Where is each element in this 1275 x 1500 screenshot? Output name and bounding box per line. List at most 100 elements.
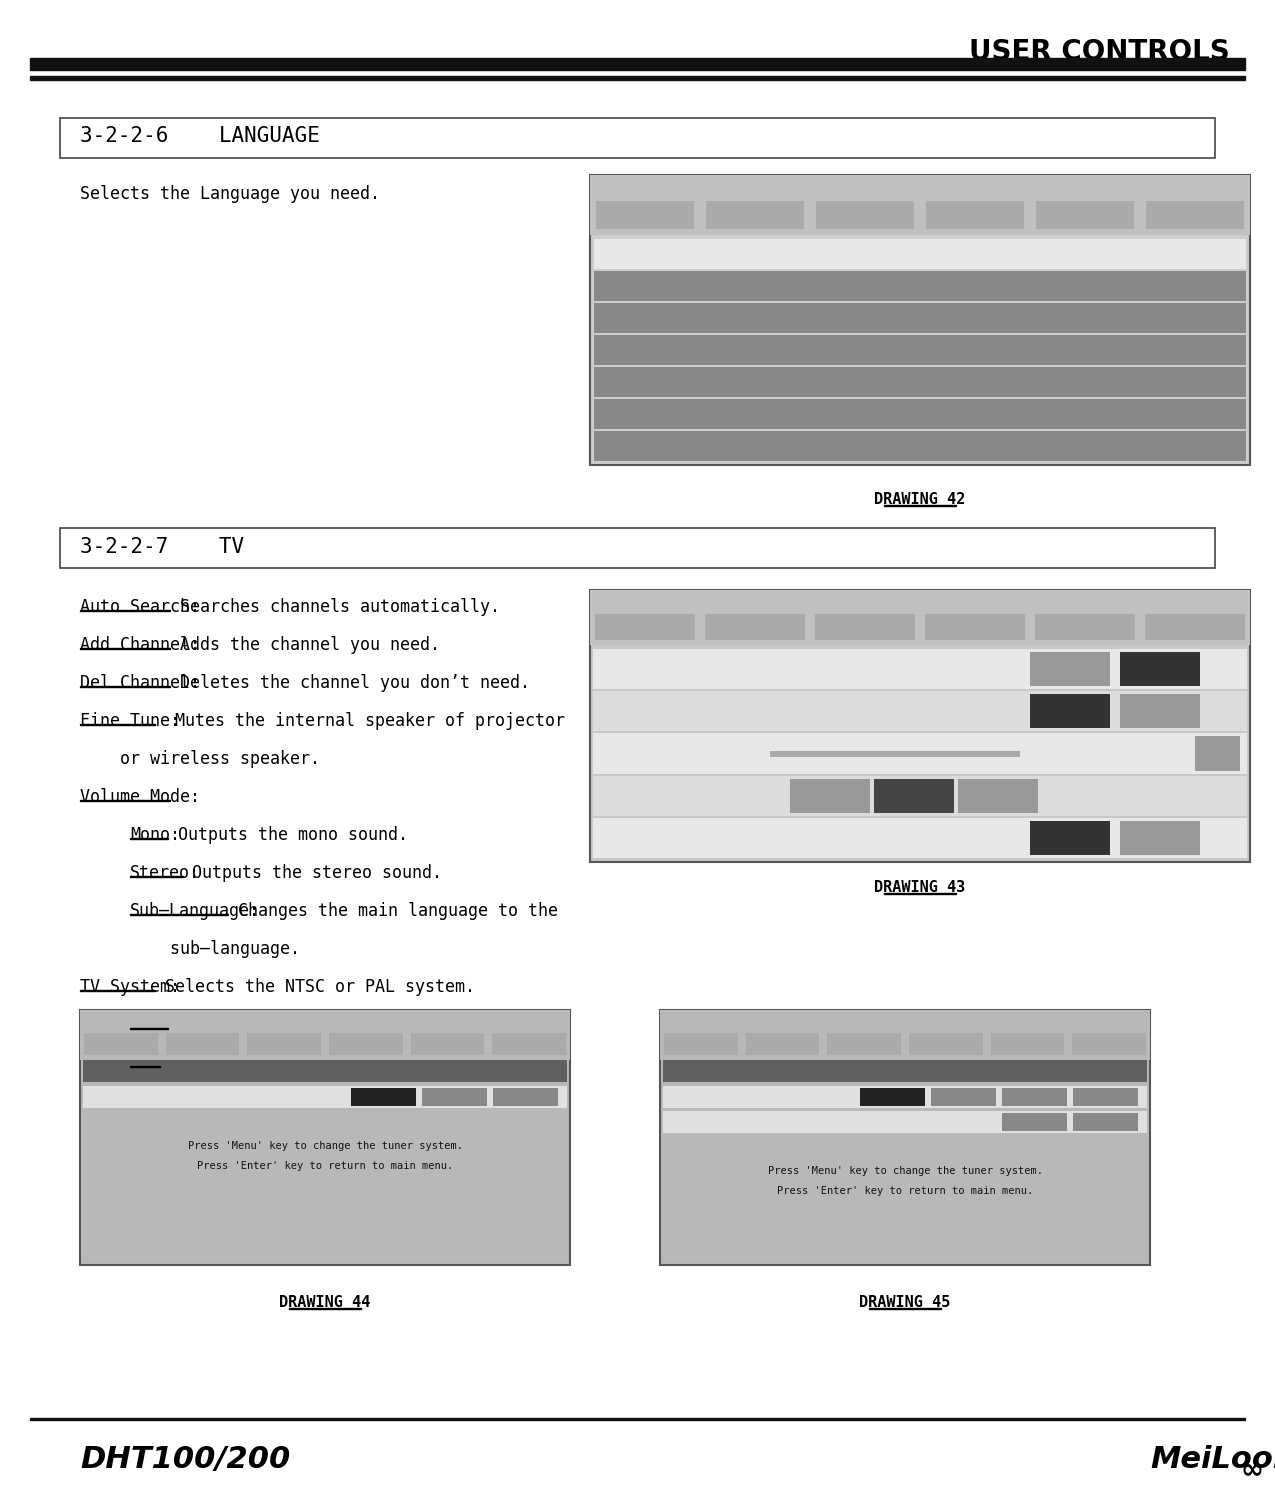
Bar [815,614,915,640]
Bar [493,1088,558,1106]
Text: Add: Add [1150,706,1169,717]
Text: Language: Language [1062,628,1107,638]
Bar [663,1112,1148,1132]
Text: NTSC System Setting: NTSC System Setting [254,1065,397,1077]
Bar [595,614,695,640]
Text: Language: Language [1009,1046,1047,1054]
Text: System: System [352,1046,380,1054]
Text: Image: Image [108,1046,133,1054]
Text: Display: Display [738,216,771,225]
Text: DRAWING 43: DRAWING 43 [875,880,965,896]
Text: 3-2-2-7    TV: 3-2-2-7 TV [80,537,244,556]
Bar [590,176,1250,236]
Bar [991,1034,1065,1054]
Text: DRAWING 44: DRAWING 44 [279,1294,371,1310]
Bar [83,1086,567,1108]
Bar [590,590,1250,862]
Bar [660,1010,1150,1060]
Bar [594,368,1246,398]
Bar [593,734,1247,774]
Text: Searches channels automatically.: Searches channels automatically. [170,598,500,616]
Bar [926,201,1024,229]
Text: Deutsch: Deutsch [892,279,949,292]
Text: Audio: Audio [852,216,878,225]
Text: Mutes the internal speaker of projector: Mutes the internal speaker of projector [156,712,565,730]
Bar [590,590,1250,645]
Text: 3-2-2-6    LANGUAGE: 3-2-2-6 LANGUAGE [80,126,320,146]
Bar [873,778,954,813]
Text: Language: Language [428,1046,467,1054]
Text: TV System: TV System [601,833,660,843]
Text: Audio: Audio [273,1046,295,1054]
Bar [492,1034,566,1054]
Text: Del: Del [1061,706,1080,717]
Bar [594,238,1246,268]
Text: 日本語: 日本語 [908,375,932,388]
Bar [663,1060,1148,1082]
Text: Volume Mode:: Volume Mode: [80,788,200,806]
Text: DRAWING 42: DRAWING 42 [875,492,965,507]
Text: Selects region and volume system: Selects region and volume system [159,1054,490,1072]
Bar [166,1034,240,1054]
Text: M/O: M/O [954,1092,973,1102]
Text: PAL System Setting: PAL System Setting [838,1065,973,1077]
Text: TV: TV [1190,216,1201,225]
Text: ←: ← [754,748,760,759]
Bar [593,692,1247,732]
Text: →: → [1035,748,1042,759]
Bar [1074,1113,1139,1131]
Bar [595,201,694,229]
Bar [593,818,1247,858]
Text: 繁體中文: 繁體中文 [904,408,936,420]
Bar [593,650,1247,688]
Text: No: No [1154,664,1167,674]
Text: English: English [892,248,949,261]
Text: Fine Tune: Fine Tune [601,748,660,759]
Bar [84,1034,158,1054]
Text: Press 'Enter' key to return to main menu.: Press 'Enter' key to return to main menu… [776,1186,1033,1196]
Bar [924,614,1025,640]
Text: System: System [932,1046,960,1054]
Text: Changes the main language to the: Changes the main language to the [227,902,557,920]
Bar [80,1010,570,1060]
Bar [1002,1088,1067,1106]
Bar [660,1010,1150,1264]
Text: System: System [958,628,992,638]
Text: ∞: ∞ [1241,1455,1264,1484]
Bar [594,303,1246,333]
Bar [958,778,1038,813]
Text: Selects the NTSC or PAL system.: Selects the NTSC or PAL system. [156,978,476,996]
Text: Français: Français [887,312,952,324]
Bar [1072,1034,1146,1054]
Bar [827,1034,901,1054]
Bar [31,1418,1244,1420]
Bar [590,176,1250,465]
Text: Auto Search:: Auto Search: [80,598,200,616]
Text: Fine Tune:: Fine Tune: [80,712,180,730]
Text: Outputs the mono sound.: Outputs the mono sound. [167,827,408,844]
Text: TV: TV [1104,1046,1114,1054]
Text: L: L [1103,1092,1109,1102]
Bar [60,528,1215,568]
Text: Japan: Japan [510,1092,541,1102]
Bar [931,1088,996,1106]
Text: SAP: SAP [988,790,1007,801]
Bar [247,1034,321,1054]
Bar [31,58,1244,70]
Text: Sound System: Sound System [669,1118,751,1126]
Text: Taiwan: Taiwan [436,1092,473,1102]
Bar [83,1060,567,1082]
Bar [1119,652,1200,686]
Text: Audio: Audio [852,628,878,638]
Bar [422,1088,487,1106]
Text: 50: 50 [1211,748,1224,759]
Text: FM: FM [1099,1118,1112,1126]
Text: Del Channel:: Del Channel: [80,674,200,692]
Bar [909,1034,983,1054]
Bar [706,201,805,229]
Bar [1035,614,1135,640]
Bar [594,430,1246,460]
Text: TV System:: TV System: [80,978,180,996]
Text: TV: TV [524,1046,534,1054]
Text: Outputs the stereo sound.: Outputs the stereo sound. [182,864,442,882]
